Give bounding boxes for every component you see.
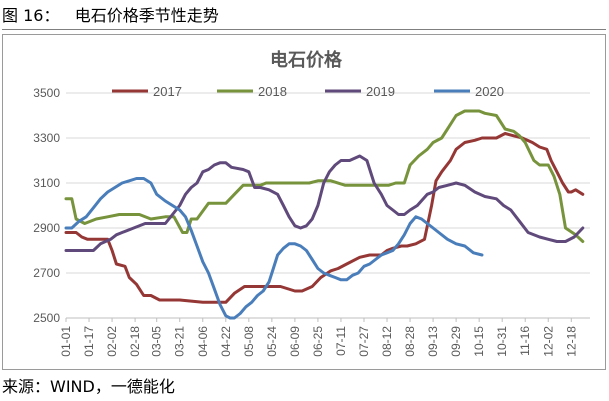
x-tick-label: 07-27	[357, 326, 371, 357]
y-axis: 2500 2700 2900 3100 3300 3500	[33, 86, 60, 325]
x-tick-label: 07-11	[334, 326, 348, 356]
x-tick-label: 12-02	[541, 326, 555, 357]
legend-label-2017: 2017	[153, 84, 182, 99]
series-line-2018	[64, 109, 585, 243]
x-tick-label: 03-05	[150, 326, 164, 357]
x-tick-label: 12-18	[564, 326, 578, 357]
x-tick-label: 10-15	[472, 326, 486, 357]
x-tick-label: 04-22	[219, 326, 233, 357]
legend-label-2018: 2018	[258, 84, 287, 99]
series-line-2020	[64, 177, 484, 320]
x-tick-label: 04-06	[196, 326, 210, 357]
series-line-2019	[64, 154, 585, 252]
figure-caption: 图 16： 电石价格季节性走势	[2, 2, 606, 30]
series-line-2017	[64, 132, 585, 304]
legend-label-2019: 2019	[366, 84, 395, 99]
x-tick-label: 08-12	[380, 326, 394, 357]
x-tick-label: 01-01	[59, 326, 73, 357]
x-tick-label: 02-18	[128, 326, 142, 357]
x-tick-label: 03-21	[173, 326, 187, 357]
x-tick-label: 02-02	[105, 326, 119, 357]
x-tick-label: 08-28	[403, 326, 417, 357]
y-tick-label: 3300	[33, 131, 60, 145]
x-tick-label: 05-08	[242, 326, 256, 357]
legend-label-2020: 2020	[475, 84, 504, 99]
gridlines	[66, 92, 590, 319]
y-tick-label: 3500	[33, 86, 60, 100]
x-tick-label: 10-31	[495, 326, 509, 357]
x-tick-label: 11-16	[518, 326, 532, 356]
chart-title: 电石价格	[270, 49, 343, 71]
y-tick-label: 2700	[33, 266, 60, 280]
x-tick-label: 06-09	[288, 326, 302, 357]
y-tick-label: 2500	[33, 311, 60, 325]
y-tick-label: 3100	[33, 176, 60, 190]
x-axis: 01-01 01-17 02-02 02-18 03-05 03-21 04-06 04-22…	[59, 317, 590, 357]
y-tick-label: 2900	[33, 221, 60, 235]
source-note: 来源：WIND，一德能化	[2, 377, 175, 396]
x-tick-label: 09-29	[449, 326, 463, 357]
legend: 2017 2018 2019 2020	[112, 84, 504, 99]
x-tick-label: 01-17	[82, 326, 96, 357]
series-lines	[64, 109, 585, 320]
x-tick-label: 06-25	[311, 326, 325, 357]
chart-frame	[2, 34, 606, 370]
x-tick-label: 05-24	[265, 326, 279, 357]
x-tick-label: 09-13	[426, 326, 440, 357]
